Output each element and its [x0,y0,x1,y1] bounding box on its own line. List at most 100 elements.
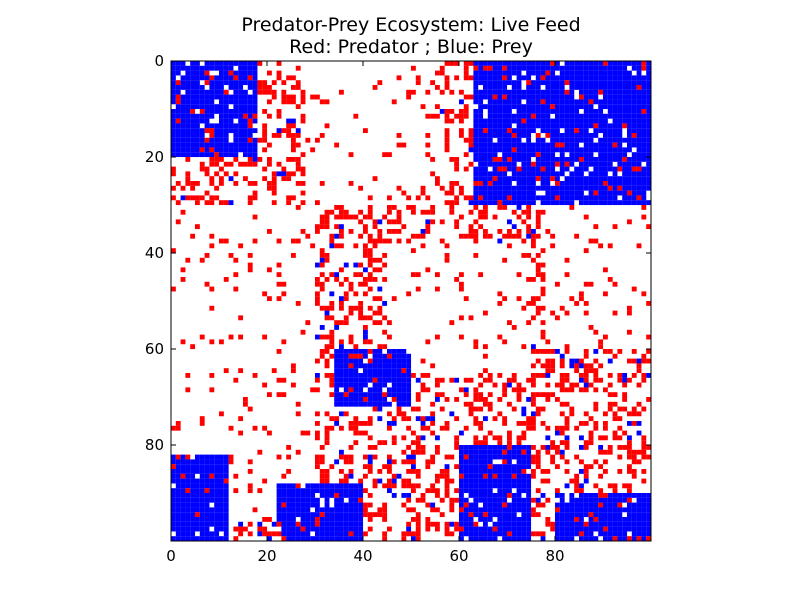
predator-cell [516,421,522,426]
prey-cell [631,512,637,518]
prey-cell [377,363,383,369]
prey-cell [574,152,580,158]
predator-cell [209,305,215,311]
prey-cell [502,469,508,474]
predator-cell [459,286,464,292]
prey-cell [175,531,181,537]
predator-cell [353,353,359,359]
prey-cell [353,363,359,369]
prey-cell [214,75,220,81]
prey-cell [550,161,556,167]
predator-cell [315,229,320,234]
prey-cell [497,171,503,177]
prey-cell [555,133,560,138]
prey-cell [348,382,354,388]
prey-cell [497,517,503,522]
prey-cell [622,99,628,105]
predator-cell [204,190,210,196]
prey-cell [214,526,220,532]
predator-cell [583,353,589,359]
prey-cell [492,147,498,153]
prey-cell [233,113,239,119]
prey-cell [550,190,556,196]
prey-cell [468,459,474,465]
prey-cell [607,152,613,158]
predator-cell [171,195,176,201]
prey-cell [579,521,584,527]
prey-cell [622,85,628,90]
prey-cell [550,80,556,86]
predator-cell [535,392,541,398]
prey-cell [348,526,354,532]
predator-cell [540,502,546,508]
predator-cell [209,473,215,479]
predator-cell [411,373,416,378]
prey-cell [516,113,522,119]
predator-cell [516,382,522,388]
prey-cell [315,262,320,268]
predator-cell [559,430,565,436]
prey-cell [516,89,522,95]
predator-cell [468,142,474,148]
prey-cell [636,512,642,518]
prey-cell [372,401,378,407]
prey-cell [180,142,186,148]
prey-cell [343,397,349,402]
prey-cell [627,521,632,527]
prey-cell [348,392,354,398]
prey-cell [171,517,176,522]
prey-cell [588,80,594,86]
prey-cell [550,195,556,201]
prey-cell [353,401,359,407]
prey-cell [228,80,234,86]
predator-cell [559,382,565,388]
predator-cell [420,387,426,393]
predator-cell [286,99,292,105]
predator-cell [483,214,488,220]
prey-cell [507,99,512,105]
prey-cell [478,449,484,455]
prey-cell [214,507,220,513]
prey-cell [550,94,556,100]
predator-cell [319,459,325,465]
predator-cell [425,464,431,470]
predator-cell [252,425,258,431]
prey-cell [363,377,368,383]
prey-cell [473,85,479,90]
prey-cell [607,123,613,129]
prey-cell [252,99,258,105]
prey-cell [526,531,532,537]
prey-cell [286,502,292,508]
predator-cell [175,80,181,86]
prey-cell [646,75,652,81]
prey-cell [348,483,354,489]
prey-cell [636,190,642,196]
prey-cell [315,531,320,537]
predator-cell [487,181,493,186]
prey-cell [540,161,546,167]
prey-cell [631,152,637,158]
predator-cell [310,94,316,100]
predator-cell [295,133,301,138]
predator-cell [358,301,364,306]
predator-cell [286,171,292,177]
predator-cell [214,157,220,162]
prey-cell [228,113,234,119]
prey-cell [516,521,522,527]
prey-cell [526,181,532,186]
prey-cell [564,128,570,134]
predator-cell [454,440,460,446]
prey-cell [190,89,196,95]
predator-cell [583,349,589,354]
predator-cell [631,166,637,172]
prey-cell [569,109,575,114]
prey-cell [559,512,565,518]
prey-cell [531,70,536,76]
predator-cell [627,445,632,450]
predator-cell [238,430,244,436]
prey-cell [483,483,488,489]
prey-cell [492,195,498,201]
predator-cell [319,133,325,138]
prey-cell [204,512,210,518]
